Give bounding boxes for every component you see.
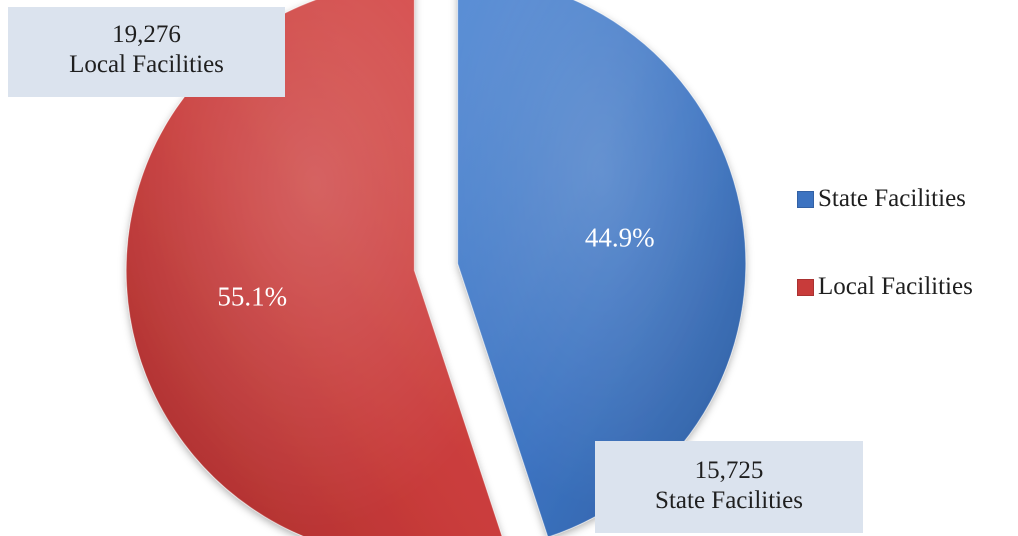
pie-slice-labels: 55.1% 44.9% [217,222,654,311]
pie-percent-label-local-facilities: 55.1% [217,282,287,312]
legend-label-state: State Facilities [818,185,966,212]
callout-local-facilities: 19,276 Local Facilities [8,7,285,97]
callout-state-facilities: 15,725 State Facilities [595,441,863,533]
legend: State Facilities Local Facilities [797,180,1018,356]
callout-state-value: 15,725 [694,457,764,484]
pie-slices [125,0,747,536]
pie-percent-label-state-facilities: 44.9% [585,222,655,252]
pie-slice-highlight [457,0,746,536]
legend-label-local: Local Facilities [818,273,973,300]
legend-item-state: State Facilities [797,180,1018,218]
legend-item-local: Local Facilities [797,268,1018,306]
callout-state-name: State Facilities [655,487,803,514]
pie-slice-highlight [126,0,502,536]
callout-local-value: 19,276 [112,21,181,48]
callout-local-name: Local Facilities [69,51,224,78]
legend-swatch-state [797,190,814,208]
legend-swatch-local [797,278,814,296]
